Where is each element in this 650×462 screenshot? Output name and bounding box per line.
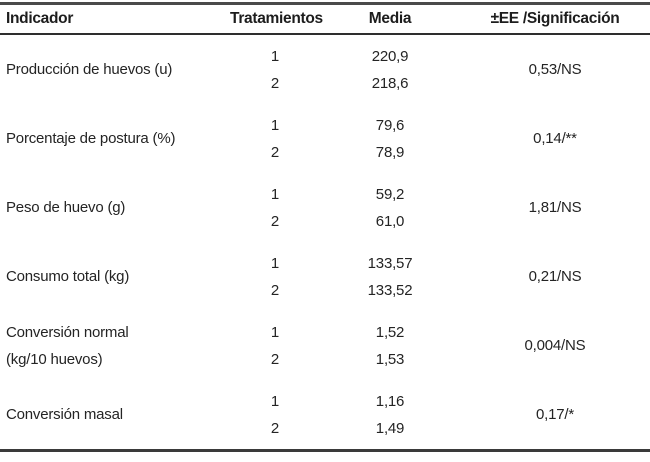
media-cell: 59,2 61,0 xyxy=(320,173,460,242)
treatments-cell: 1 2 xyxy=(230,380,320,449)
table-header-rule xyxy=(0,33,650,35)
indicator-label: Conversión masal xyxy=(0,380,230,449)
indicator-label: Peso de huevo (g) xyxy=(0,173,230,242)
significance-value: 0,21/NS xyxy=(528,268,582,285)
media-value: 133,57 xyxy=(367,254,413,272)
indicator-label-line1: Porcentaje de postura (%) xyxy=(6,130,176,147)
table-row-group: Producción de huevos (u) 1 2 220,9 218,6… xyxy=(0,35,650,104)
indicator-label-line1: Producción de huevos (u) xyxy=(6,61,173,78)
treatment-value: 2 xyxy=(270,143,280,161)
treatments-cell: 1 2 xyxy=(230,311,320,380)
media-value: 61,0 xyxy=(375,212,405,230)
treatment-value: 1 xyxy=(270,47,280,65)
media-value: 1,49 xyxy=(375,419,405,437)
media-value: 1,52 xyxy=(375,323,405,341)
media-cell: 79,6 78,9 xyxy=(320,104,460,173)
indicator-label-line1: Consumo total (kg) xyxy=(6,268,130,285)
treatment-value: 1 xyxy=(270,185,280,203)
treatment-value: 2 xyxy=(270,281,280,299)
table-header-row: Indicador Tratamientos Media ±EE /Signif… xyxy=(0,5,650,33)
table-row-group: Peso de huevo (g) 1 2 59,2 61,0 1,81/NS xyxy=(0,173,650,242)
media-cell: 133,57 133,52 xyxy=(320,242,460,311)
significance-value: 0,004/NS xyxy=(524,337,586,354)
indicator-label-line1: Conversión masal xyxy=(6,406,123,423)
treatment-value: 1 xyxy=(270,323,280,341)
indicator-label: Producción de huevos (u) xyxy=(0,35,230,104)
significance-value: 0,17/* xyxy=(536,406,574,423)
treatment-value: 2 xyxy=(270,350,280,368)
media-cell: 1,52 1,53 xyxy=(320,311,460,380)
treatments-cell: 1 2 xyxy=(230,242,320,311)
indicator-label: Conversión normal (kg/10 huevos) xyxy=(0,311,230,380)
treatments-cell: 1 2 xyxy=(230,173,320,242)
column-header-treatments: Tratamientos xyxy=(230,10,323,27)
treatment-value: 2 xyxy=(270,212,280,230)
treatment-value: 2 xyxy=(270,419,280,437)
table-top-rule xyxy=(0,2,650,5)
indicator-label-line2: (kg/10 huevos) xyxy=(6,350,103,368)
indicator-label-line1: Peso de huevo (g) xyxy=(6,199,126,216)
media-value: 133,52 xyxy=(367,281,413,299)
indicator-label: Consumo total (kg) xyxy=(0,242,230,311)
media-value: 1,16 xyxy=(375,392,405,410)
table-row-group: Porcentaje de postura (%) 1 2 79,6 78,9 … xyxy=(0,104,650,173)
significance-value: 0,14/** xyxy=(533,130,577,147)
treatments-cell: 1 2 xyxy=(230,35,320,104)
table-body: Producción de huevos (u) 1 2 220,9 218,6… xyxy=(0,35,650,449)
table-row-group: Conversión normal (kg/10 huevos) 1 2 1,5… xyxy=(0,311,650,380)
media-value: 1,53 xyxy=(375,350,405,368)
table-bottom-rule xyxy=(0,449,650,452)
treatment-value: 1 xyxy=(270,392,280,410)
table-row-group: Conversión masal 1 2 1,16 1,49 0,17/* xyxy=(0,380,650,449)
column-header-significance: ±EE /Significación xyxy=(490,10,620,27)
indicator-label: Porcentaje de postura (%) xyxy=(0,104,230,173)
indicator-label-line1: Conversión normal xyxy=(6,323,129,341)
table-row-group: Consumo total (kg) 1 2 133,57 133,52 0,2… xyxy=(0,242,650,311)
media-cell: 1,16 1,49 xyxy=(320,380,460,449)
media-value: 220,9 xyxy=(371,47,409,65)
treatments-cell: 1 2 xyxy=(230,104,320,173)
media-value: 59,2 xyxy=(375,185,405,203)
media-value: 79,6 xyxy=(375,116,405,134)
column-header-indicator: Indicador xyxy=(6,10,74,27)
media-value: 78,9 xyxy=(375,143,405,161)
significance-value: 0,53/NS xyxy=(528,61,582,78)
significance-value: 1,81/NS xyxy=(528,199,582,216)
media-value: 218,6 xyxy=(371,74,409,92)
treatment-value: 1 xyxy=(270,254,280,272)
treatment-value: 2 xyxy=(270,74,280,92)
media-cell: 220,9 218,6 xyxy=(320,35,460,104)
column-header-media: Media xyxy=(368,10,412,27)
treatment-value: 1 xyxy=(270,116,280,134)
